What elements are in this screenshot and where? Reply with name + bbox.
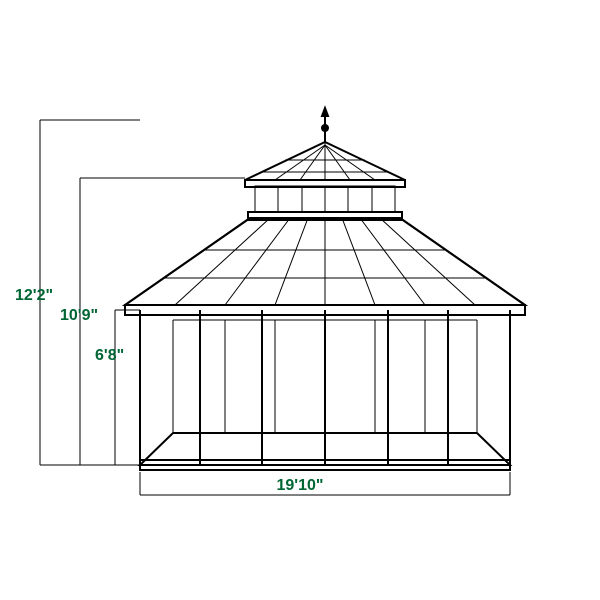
dim-upper-height: 10'9" bbox=[60, 307, 98, 324]
main-roof bbox=[125, 218, 525, 305]
width-dimension bbox=[140, 472, 510, 495]
dim-total-height: 12'2" bbox=[15, 287, 53, 304]
dim-width: 19'10" bbox=[277, 477, 324, 494]
cupola-walls bbox=[255, 186, 395, 212]
finial bbox=[322, 108, 328, 142]
gazebo-dimension-diagram: 12'2" 10'9" 6'8" 19'10" bbox=[0, 0, 600, 600]
gazebo-structure bbox=[125, 108, 525, 470]
front-posts bbox=[140, 310, 510, 465]
dim-wall-height: 6'8" bbox=[95, 347, 124, 364]
cupola-roof bbox=[245, 142, 405, 180]
